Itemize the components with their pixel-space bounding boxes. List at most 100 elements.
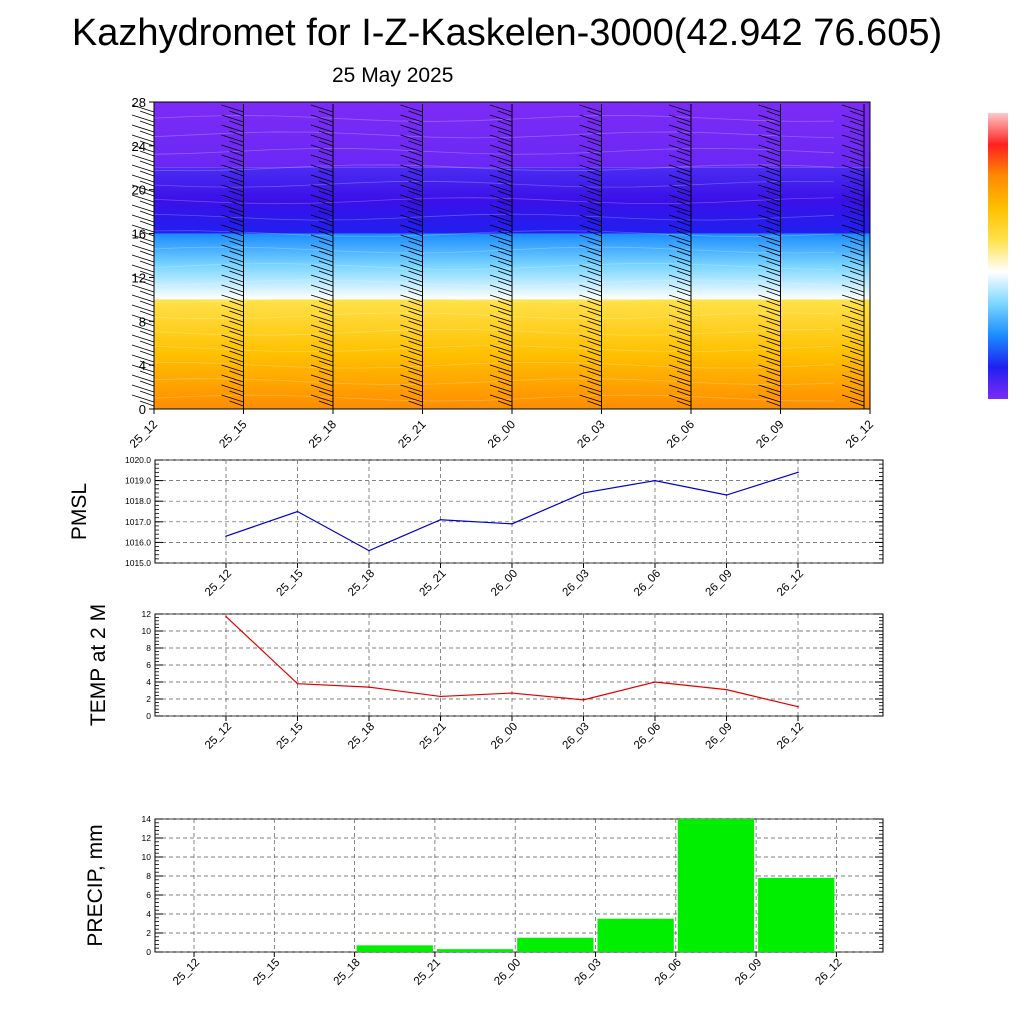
wind-barb [676,220,692,227]
wind-barb [849,130,865,137]
wind-barb [841,114,865,123]
x-tick-label: 26_09 [704,721,735,752]
contour-line [153,361,835,369]
wind-barb [497,400,513,407]
wind-barb [408,350,423,357]
wind-barb [310,204,334,213]
wind-barb [318,330,334,337]
wind-barb [758,254,781,263]
wind-barb [758,264,781,273]
wind-barb [668,304,692,313]
contour-line [153,345,835,353]
wind-barb [318,220,334,227]
wind-barb [758,144,781,153]
y-tick-label: 0 [146,947,151,957]
wind-barb [587,290,602,297]
wind-barb [131,204,155,213]
data-point [797,705,799,708]
wind-barb [587,280,602,287]
wind-barb [400,284,423,293]
wind-barb [139,380,155,387]
wind-barb [497,260,513,267]
wind-barb [229,110,244,117]
wind-barb [139,340,155,347]
wind-barb [849,240,865,247]
wind-barb [310,254,334,263]
y-tick-label: 1015.0 [125,558,151,568]
wind-barb [587,310,602,317]
wind-barb [221,324,244,333]
wind-barb [318,190,334,197]
wind-barb [841,244,865,253]
wind-barb [841,104,865,113]
wind-barb [310,174,334,183]
wind-barb [676,210,692,217]
wind-barb [408,340,423,347]
wind-barb [758,344,781,353]
wind-barb [139,120,155,127]
contour-line [153,328,835,336]
wind-barb [318,110,334,117]
wind-barb [849,150,865,157]
x-tick-label: 26_03 [561,568,592,599]
wind-barb [221,254,244,263]
wind-barb [766,190,781,197]
wind-barb [400,174,423,183]
wind-barb [139,270,155,277]
wind-barb [489,114,513,123]
x-tick-label: 26_03 [574,417,608,451]
wind-barb [497,360,513,367]
wind-barb [579,394,602,403]
wind-barb [497,320,513,327]
wind-barb [579,174,602,183]
wind-barb [131,394,155,403]
wind-barb [318,350,334,357]
wind-barb [489,364,513,373]
wind-barb [408,250,423,257]
y-axis-label: TEMP at 2 M [87,604,110,726]
wind-barb [579,334,602,343]
wind-barb [841,164,865,173]
wind-barb [758,114,781,123]
wind-barb [489,344,513,353]
wind-barb [318,380,334,387]
data-point [296,510,299,513]
wind-barb [676,140,692,147]
wind-barb [668,244,692,253]
wind-barb [676,380,692,387]
wind-barb [489,244,513,253]
wind-barb [841,294,865,303]
contour-line [153,295,835,303]
wind-barb [139,110,155,117]
wind-barb [676,280,692,287]
wind-barb [766,310,781,317]
wind-barb [400,324,423,333]
wind-barb [841,234,865,243]
wind-barb [668,194,692,203]
wind-barb [318,200,334,207]
wind-barb [318,140,334,147]
wind-barb [408,110,423,117]
y-tick-label: 4 [146,909,151,919]
wind-barb [849,120,865,127]
wind-barb [400,344,423,353]
wind-barb [400,134,423,143]
chart-title: Kazhydromet for I-Z-Kaskelen-3000(42.942… [71,12,943,54]
wind-barb [849,330,865,337]
wind-barb [408,200,423,207]
wind-barb [139,280,155,287]
wind-barb [489,194,513,203]
wind-barb [841,394,865,403]
wind-barb [587,340,602,347]
wind-barb [841,344,865,353]
wind-barb [221,384,244,393]
wind-barb [408,160,423,167]
y-tick-label: 4 [146,677,151,687]
wind-barb [766,370,781,377]
y-tick-label: 8 [146,871,151,881]
wind-barb [310,234,334,243]
wind-barb [400,304,423,313]
wind-barb [318,300,334,307]
wind-barb [587,150,602,157]
